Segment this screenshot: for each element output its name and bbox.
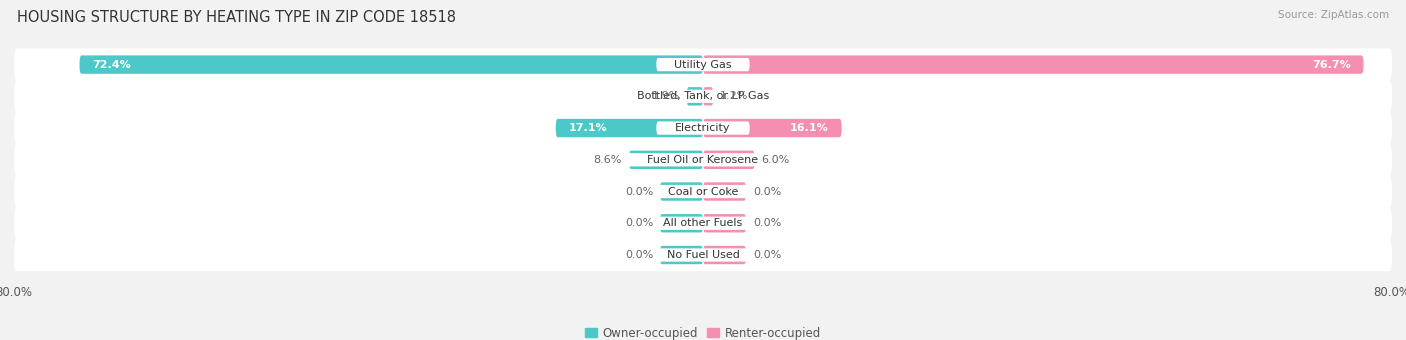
FancyBboxPatch shape [14, 48, 1392, 81]
FancyBboxPatch shape [659, 246, 703, 264]
FancyBboxPatch shape [641, 217, 765, 230]
FancyBboxPatch shape [80, 55, 703, 74]
FancyBboxPatch shape [609, 90, 797, 103]
Text: 0.0%: 0.0% [624, 218, 652, 228]
Text: No Fuel Used: No Fuel Used [666, 250, 740, 260]
FancyBboxPatch shape [703, 151, 755, 169]
FancyBboxPatch shape [555, 119, 703, 137]
Text: Source: ZipAtlas.com: Source: ZipAtlas.com [1278, 10, 1389, 20]
Text: 1.9%: 1.9% [651, 91, 679, 101]
Text: 72.4%: 72.4% [93, 59, 131, 70]
FancyBboxPatch shape [703, 182, 747, 201]
FancyBboxPatch shape [659, 214, 703, 233]
FancyBboxPatch shape [14, 143, 1392, 176]
Text: Utility Gas: Utility Gas [675, 59, 731, 70]
Text: 16.1%: 16.1% [790, 123, 828, 133]
FancyBboxPatch shape [703, 119, 842, 137]
FancyBboxPatch shape [14, 207, 1392, 239]
Text: Electricity: Electricity [675, 123, 731, 133]
FancyBboxPatch shape [628, 151, 703, 169]
FancyBboxPatch shape [652, 249, 754, 261]
Text: All other Fuels: All other Fuels [664, 218, 742, 228]
Text: 6.0%: 6.0% [762, 155, 790, 165]
Text: HOUSING STRUCTURE BY HEATING TYPE IN ZIP CODE 18518: HOUSING STRUCTURE BY HEATING TYPE IN ZIP… [17, 10, 456, 25]
FancyBboxPatch shape [657, 121, 749, 135]
Text: 8.6%: 8.6% [593, 155, 621, 165]
FancyBboxPatch shape [14, 239, 1392, 271]
Text: Coal or Coke: Coal or Coke [668, 187, 738, 197]
FancyBboxPatch shape [657, 58, 749, 71]
FancyBboxPatch shape [623, 153, 783, 166]
Text: 0.0%: 0.0% [754, 187, 782, 197]
Text: 1.2%: 1.2% [720, 91, 748, 101]
Text: 0.0%: 0.0% [754, 250, 782, 260]
FancyBboxPatch shape [14, 112, 1392, 144]
FancyBboxPatch shape [659, 182, 703, 201]
FancyBboxPatch shape [14, 80, 1392, 113]
FancyBboxPatch shape [703, 214, 747, 233]
Text: Bottled, Tank, or LP Gas: Bottled, Tank, or LP Gas [637, 91, 769, 101]
Text: 0.0%: 0.0% [754, 218, 782, 228]
FancyBboxPatch shape [652, 185, 754, 198]
Legend: Owner-occupied, Renter-occupied: Owner-occupied, Renter-occupied [585, 326, 821, 340]
FancyBboxPatch shape [703, 246, 747, 264]
Text: 0.0%: 0.0% [624, 187, 652, 197]
FancyBboxPatch shape [703, 55, 1364, 74]
FancyBboxPatch shape [14, 175, 1392, 208]
Text: 0.0%: 0.0% [624, 250, 652, 260]
Text: 17.1%: 17.1% [568, 123, 607, 133]
Text: 76.7%: 76.7% [1312, 59, 1351, 70]
FancyBboxPatch shape [703, 87, 713, 105]
FancyBboxPatch shape [686, 87, 703, 105]
Text: Fuel Oil or Kerosene: Fuel Oil or Kerosene [647, 155, 759, 165]
